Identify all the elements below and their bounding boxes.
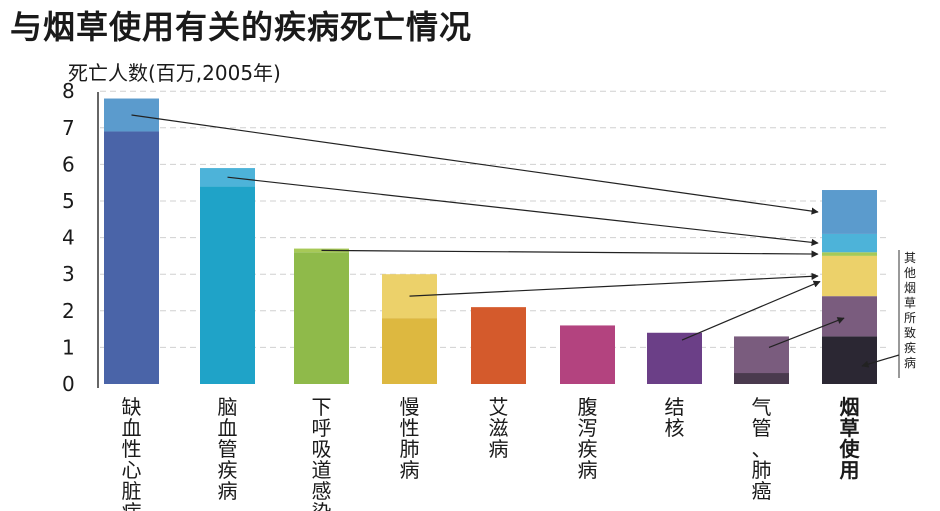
annotation-other-tobacco-diseases: 其他烟草所致疾病 xyxy=(904,251,916,370)
y-tick-label: 2 xyxy=(62,299,75,323)
stack-segment xyxy=(822,255,877,297)
category-label: 缺血性心脏病 xyxy=(122,395,142,511)
category-label: 气管、肺癌 xyxy=(752,395,772,503)
category-label: 慢性肺病 xyxy=(400,395,420,482)
arrow xyxy=(321,249,819,258)
y-tick-label: 1 xyxy=(62,335,75,359)
bar xyxy=(471,307,526,384)
y-tick-label: 0 xyxy=(62,372,75,396)
bars xyxy=(104,98,789,384)
tobacco-stacked-bar xyxy=(822,190,877,384)
bar xyxy=(647,332,702,384)
bar xyxy=(734,373,789,384)
arrow xyxy=(768,317,845,348)
stack-segment xyxy=(822,336,877,384)
arrow xyxy=(409,272,819,297)
bar xyxy=(200,186,255,384)
y-tick-label: 6 xyxy=(62,152,75,176)
bar-tobacco-part xyxy=(734,336,789,374)
chart-title: 与烟草使用有关的疾病死亡情况 xyxy=(10,8,472,46)
bar-tobacco-part xyxy=(104,98,159,132)
bar xyxy=(560,325,615,384)
y-tick-label: 7 xyxy=(62,116,75,140)
arrow xyxy=(681,280,821,341)
stack-segment xyxy=(822,233,877,253)
y-tick-label: 3 xyxy=(62,262,75,286)
category-label: 烟草使用 xyxy=(839,395,861,482)
stack-segment xyxy=(822,190,877,234)
bar xyxy=(294,252,349,384)
category-label: 结核 xyxy=(665,395,685,440)
category-labels: 缺血性心脏病 脑血管疾病 下呼吸道感染 慢性肺病 艾滋病 腹泻疾病 结核 气管、肺癌 烟草使用 xyxy=(122,395,861,511)
category-label: 艾滋病 xyxy=(489,395,509,461)
y-tick-label: 8 xyxy=(62,79,75,103)
y-axis-ticks: 0 1 2 3 4 5 6 7 8 xyxy=(62,79,75,396)
y-axis-label: 死亡人数(百万,2005年) xyxy=(68,61,281,85)
arrows xyxy=(131,114,900,368)
arrow xyxy=(131,114,819,215)
bar xyxy=(382,318,437,384)
category-label: 下呼吸道感染 xyxy=(312,395,332,511)
stack-segment xyxy=(822,296,877,337)
category-label: 脑血管疾病 xyxy=(218,395,238,503)
arrow xyxy=(227,176,819,246)
y-tick-label: 4 xyxy=(62,226,75,250)
arrow xyxy=(861,354,900,368)
y-tick-label: 5 xyxy=(62,189,75,213)
bar xyxy=(104,131,159,384)
bar-tobacco-part xyxy=(200,168,255,187)
stack-segment xyxy=(822,252,877,256)
category-label: 腹泻疾病 xyxy=(578,395,598,482)
annotation-text: 其他烟草所致疾病 xyxy=(904,251,916,370)
